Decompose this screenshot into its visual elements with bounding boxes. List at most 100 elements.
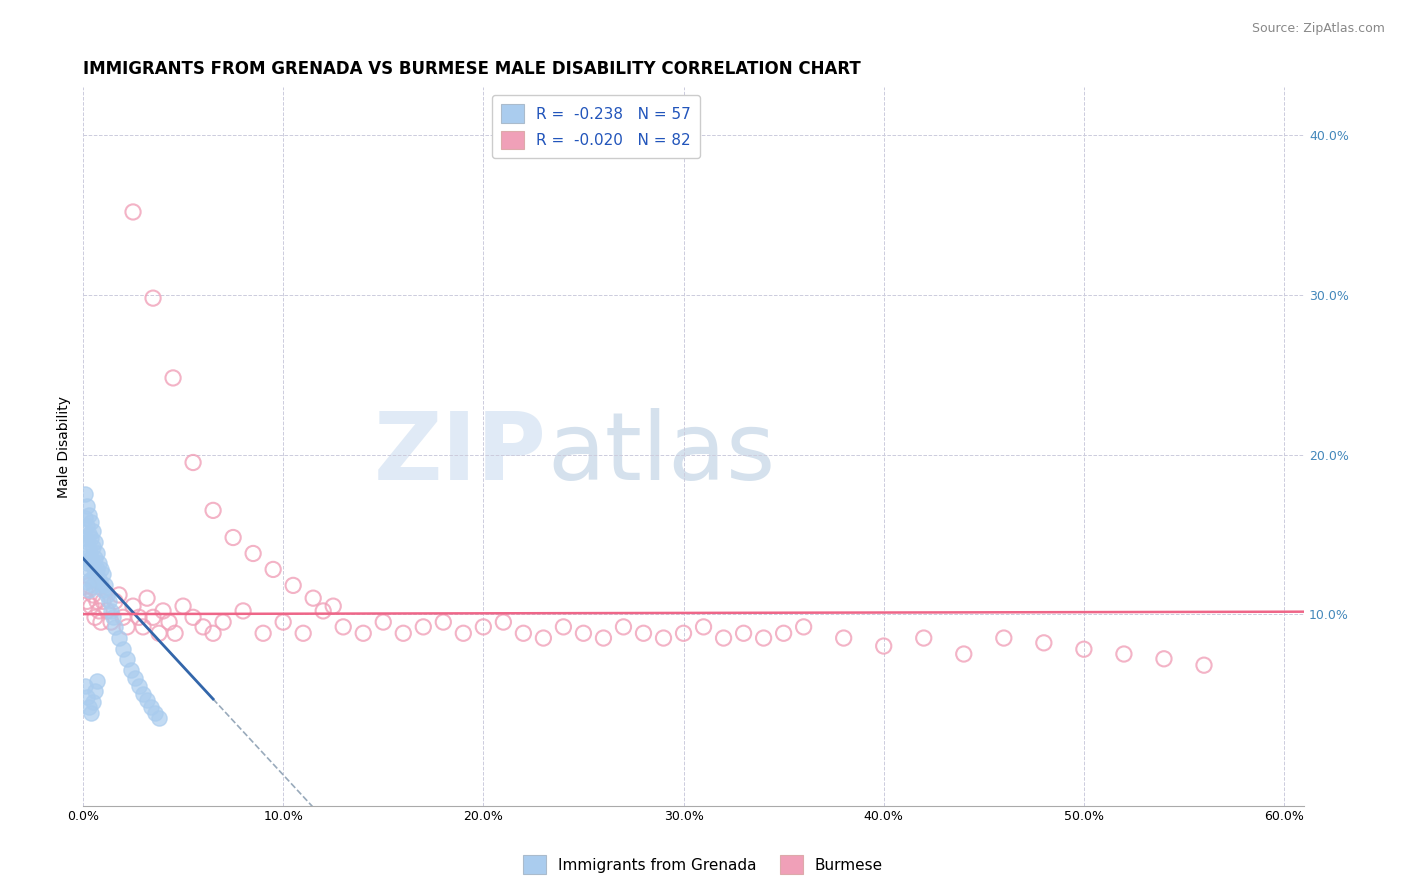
Point (1112, 647, 1135, 661)
Point (77, 562, 100, 576)
Point (73, 679, 96, 693)
Point (172, 599, 194, 614)
Point (76, 575, 98, 590)
Point (373, 615, 395, 629)
Point (84, 610, 107, 624)
Point (86, 562, 108, 576)
Point (84, 551, 107, 566)
Point (271, 615, 294, 629)
Point (1073, 642, 1095, 657)
Point (82, 540, 104, 554)
Point (132, 620, 155, 634)
Point (73, 487, 96, 501)
Point (793, 620, 815, 634)
Point (472, 620, 495, 634)
Point (181, 610, 204, 624)
Point (120, 663, 142, 677)
Legend: R =  -0.238   N = 57, R =  -0.020   N = 82: R = -0.238 N = 57, R = -0.020 N = 82 (492, 95, 700, 159)
Legend: Immigrants from Grenada, Burmese: Immigrants from Grenada, Burmese (517, 849, 889, 880)
Point (124, 671, 146, 685)
Point (512, 626, 534, 640)
Point (82, 695, 104, 709)
Point (76, 519, 98, 533)
Point (90, 615, 112, 629)
Point (148, 626, 170, 640)
Point (531, 631, 554, 645)
Point (80, 515, 103, 529)
Point (202, 626, 225, 640)
Point (993, 631, 1015, 645)
Point (128, 610, 150, 624)
Point (752, 631, 775, 645)
Point (91, 583, 114, 598)
Point (73, 551, 96, 566)
Point (84, 683, 107, 698)
Point (80, 551, 103, 566)
Point (572, 626, 595, 640)
Point (77, 699, 100, 714)
Point (73, 511, 96, 525)
Point (352, 626, 374, 640)
Point (82, 588, 104, 602)
Point (86, 674, 108, 689)
Point (412, 620, 434, 634)
Text: IMMIGRANTS FROM GRENADA VS BURMESE MALE DISABILITY CORRELATION CHART: IMMIGRANTS FROM GRENADA VS BURMESE MALE … (83, 60, 860, 78)
Point (302, 591, 325, 606)
Point (96, 588, 118, 602)
Point (100, 615, 122, 629)
Point (84, 567, 107, 582)
Point (80, 531, 103, 545)
Point (139, 699, 162, 714)
Point (713, 631, 735, 645)
Point (322, 599, 344, 614)
Point (292, 626, 315, 640)
Point (672, 626, 695, 640)
Point (86, 546, 108, 560)
Point (191, 620, 214, 634)
Point (312, 604, 335, 618)
Point (136, 591, 159, 606)
Point (553, 620, 575, 634)
Point (98, 594, 121, 608)
Point (1153, 652, 1175, 666)
Point (104, 620, 127, 634)
Point (252, 626, 274, 640)
Text: atlas: atlas (547, 408, 775, 500)
Point (128, 679, 150, 693)
Point (76, 594, 98, 608)
Point (91, 567, 114, 582)
Point (232, 604, 254, 618)
Point (87, 604, 110, 618)
Point (242, 546, 264, 560)
Point (332, 620, 354, 634)
Point (832, 631, 855, 645)
Point (142, 610, 165, 624)
Point (222, 531, 245, 545)
Point (94, 578, 117, 592)
Point (432, 615, 454, 629)
Text: Source: ZipAtlas.com: Source: ZipAtlas.com (1251, 22, 1385, 36)
Point (73, 531, 96, 545)
Point (77, 508, 100, 523)
Point (122, 599, 145, 614)
Point (136, 693, 159, 707)
Point (143, 706, 166, 720)
Point (82, 524, 104, 538)
Point (733, 626, 755, 640)
Point (87, 572, 110, 586)
Point (111, 610, 134, 624)
Point (104, 594, 127, 608)
Point (132, 687, 155, 701)
Point (115, 620, 138, 634)
Point (77, 543, 100, 558)
Point (202, 503, 225, 517)
Point (100, 604, 122, 618)
Point (77, 583, 100, 598)
Point (90, 578, 112, 592)
Point (152, 604, 174, 618)
Point (453, 626, 475, 640)
Y-axis label: Male Disability: Male Disability (58, 395, 72, 498)
Point (612, 620, 634, 634)
Point (80, 572, 103, 586)
Point (82, 559, 104, 574)
